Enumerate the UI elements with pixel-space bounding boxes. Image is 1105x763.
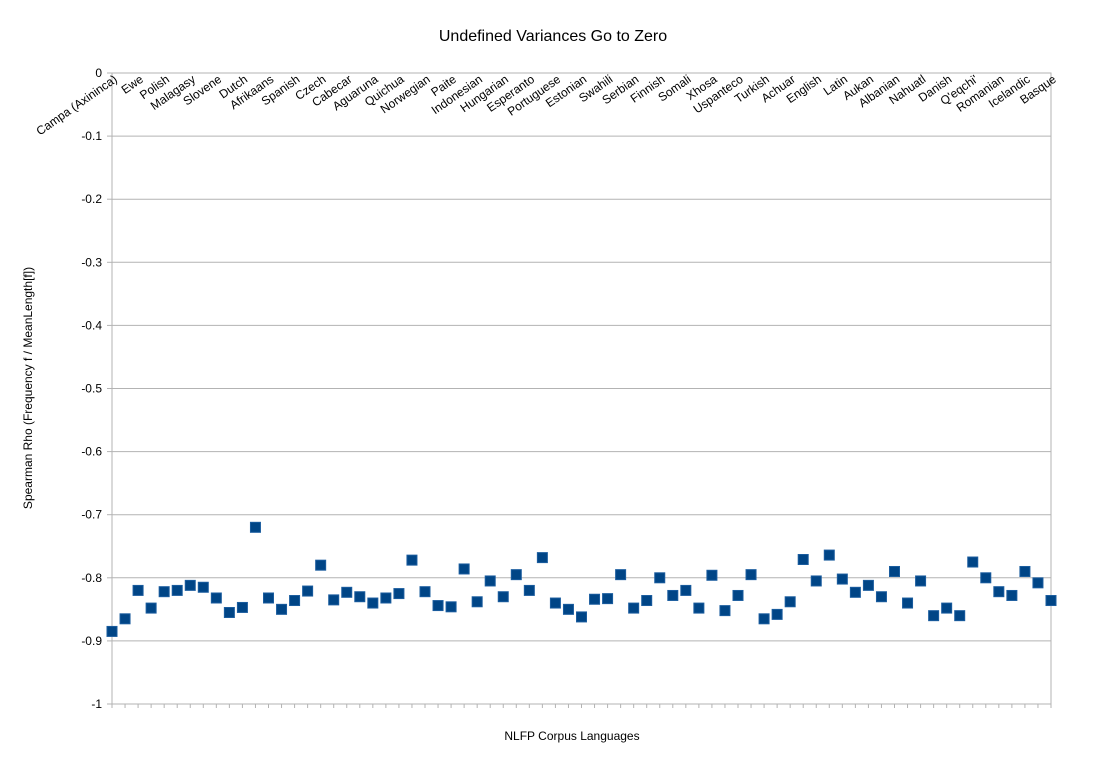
data-point xyxy=(1019,565,1031,577)
data-point xyxy=(693,602,705,614)
category-label: Campa (Axininca) xyxy=(34,72,120,138)
data-point xyxy=(680,584,692,596)
data-point xyxy=(471,596,483,608)
y-tick-label: -1 xyxy=(91,697,102,711)
y-tick-label: -0.6 xyxy=(81,445,102,459)
data-point xyxy=(641,595,653,607)
data-point xyxy=(458,563,470,575)
data-point xyxy=(328,594,340,606)
data-point xyxy=(654,572,666,584)
chart-title: Undefined Variances Go to Zero xyxy=(439,28,667,45)
data-point xyxy=(432,600,444,612)
data-point xyxy=(380,592,392,604)
data-point xyxy=(902,597,914,609)
data-point xyxy=(263,592,274,604)
data-point xyxy=(132,584,144,596)
category-labels: Campa (Axininca)EwePolishMalagasySlovene… xyxy=(34,72,1059,138)
data-point xyxy=(875,591,887,603)
data-point xyxy=(119,613,131,625)
data-point xyxy=(719,605,731,617)
data-point xyxy=(993,586,1005,598)
data-point xyxy=(562,603,574,615)
data-point xyxy=(1032,577,1044,589)
data-point xyxy=(549,597,561,609)
data-point xyxy=(289,595,301,607)
data-point xyxy=(928,610,940,622)
data-point xyxy=(302,585,314,597)
data-point xyxy=(341,586,353,598)
y-tick-label: -0.1 xyxy=(81,129,102,143)
data-point xyxy=(797,554,809,566)
data-point xyxy=(484,575,496,587)
data-point xyxy=(158,586,170,598)
data-point xyxy=(367,597,379,609)
y-tick-label: -0.9 xyxy=(81,634,102,648)
data-point xyxy=(1045,595,1057,607)
data-point xyxy=(941,602,953,614)
data-point xyxy=(862,579,874,591)
y-tick-label: -0.8 xyxy=(81,571,102,585)
data-point xyxy=(758,613,770,625)
data-point xyxy=(810,575,822,587)
y-tick-labels: 0 -0.1 -0.2 -0.3 -0.4 -0.5 -0.6 -0.7 -0.8 -0.9 -1 xyxy=(81,66,102,711)
data-point xyxy=(615,569,627,581)
data-point xyxy=(732,589,744,601)
y-axis-label: Spearman Rho (Frequency f / MeanLength[f… xyxy=(21,267,35,509)
y-tick-label: -0.4 xyxy=(81,318,102,332)
data-point xyxy=(510,569,522,581)
data-point xyxy=(419,586,431,598)
data-point xyxy=(315,559,327,571)
data-point xyxy=(536,552,548,564)
data-point xyxy=(184,579,196,591)
data-point xyxy=(523,584,535,596)
data-point xyxy=(706,569,718,581)
data-point xyxy=(223,607,235,619)
data-point xyxy=(628,602,640,614)
data-point xyxy=(589,593,601,605)
data-point xyxy=(954,610,966,622)
data-point xyxy=(602,593,614,605)
x-axis-label: NLFP Corpus Languages xyxy=(504,729,639,743)
plot-frame xyxy=(111,72,1052,705)
y-tick-label: 0 xyxy=(95,66,102,80)
data-point xyxy=(667,589,679,601)
data-point xyxy=(771,608,783,620)
data-point xyxy=(784,596,796,608)
data-point xyxy=(354,591,366,603)
data-point xyxy=(915,575,927,587)
data-point xyxy=(1006,589,1018,601)
data-point xyxy=(497,591,509,603)
data-point xyxy=(210,592,222,604)
data-point xyxy=(849,586,861,598)
y-tick-label: -0.3 xyxy=(81,255,102,269)
data-point xyxy=(445,601,457,613)
data-point xyxy=(967,556,979,568)
data-point xyxy=(745,569,757,581)
data-point xyxy=(823,549,835,561)
data-points xyxy=(106,521,1057,637)
data-point xyxy=(276,603,288,615)
data-point xyxy=(980,572,992,584)
data-point xyxy=(236,601,248,613)
y-tick-label: -0.7 xyxy=(81,508,102,522)
data-point xyxy=(106,625,118,637)
data-point xyxy=(889,565,900,577)
data-point xyxy=(171,584,183,596)
data-point xyxy=(406,554,418,566)
data-point xyxy=(145,602,157,614)
data-point xyxy=(836,573,848,585)
data-point xyxy=(249,521,261,533)
y-tick-label: -0.5 xyxy=(81,382,102,396)
y-tick-label: -0.2 xyxy=(81,192,102,206)
data-point xyxy=(576,611,587,623)
data-point xyxy=(197,581,209,593)
data-point xyxy=(393,588,405,600)
